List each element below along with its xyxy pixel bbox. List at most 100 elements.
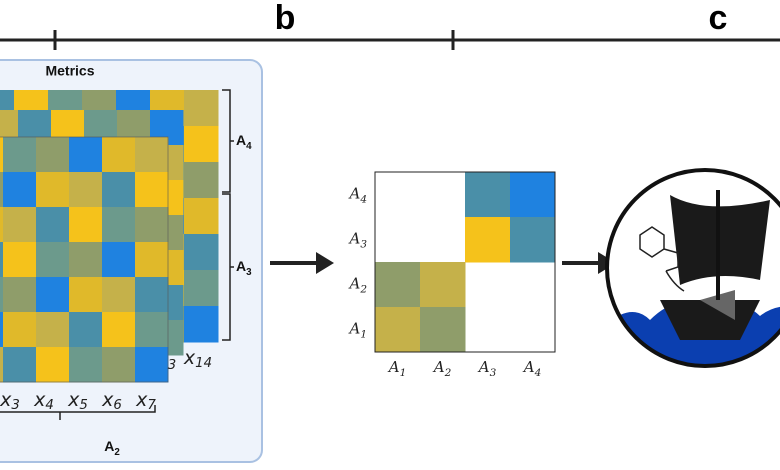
- heatmap-cell: [184, 126, 219, 163]
- heatmap-cell: [184, 162, 219, 199]
- label-subscript: 1: [360, 329, 367, 341]
- label-letter: A: [522, 358, 535, 376]
- heatmap-cell: [36, 137, 70, 173]
- label-subscript: 1: [400, 367, 407, 379]
- heatmap-cell: [3, 312, 37, 348]
- heatmap-cell: [102, 172, 136, 208]
- heatmap-cell: [69, 312, 103, 348]
- label-letter: A: [477, 358, 490, 376]
- heatmap-cell: [102, 312, 136, 348]
- label-subscript: 4: [45, 398, 53, 413]
- label-subscript: 2: [444, 367, 452, 379]
- heatmap-cell: [69, 137, 103, 173]
- label-letter: A: [347, 320, 360, 338]
- panel-label: b: [275, 0, 296, 37]
- label-letter: A: [347, 230, 360, 248]
- label-subscript: 2: [114, 447, 120, 458]
- label-subscript: 4: [359, 194, 367, 206]
- label-letter: A: [236, 258, 246, 274]
- heatmap-cell: [3, 207, 37, 243]
- label-letter: x: [0, 389, 12, 411]
- heatmap-cell: [0, 242, 4, 278]
- label: A4: [347, 185, 367, 206]
- matrix-cell: [375, 262, 421, 308]
- label-subscript: 3: [168, 358, 176, 373]
- label: A3: [236, 258, 252, 278]
- label-subscript: 6: [113, 398, 121, 413]
- heatmap-cell: [184, 270, 219, 307]
- label-letter: x: [183, 347, 196, 369]
- label-subscript: 2: [359, 284, 367, 296]
- matrix-border: [374, 171, 556, 353]
- label-subscript: 3: [246, 267, 252, 278]
- label-letter: A: [432, 358, 445, 376]
- label: x4: [33, 389, 54, 414]
- heatmap-cell: [102, 347, 136, 383]
- label: A4: [522, 358, 542, 379]
- bracket: [222, 193, 234, 341]
- label-subscript: 4: [246, 141, 252, 152]
- label-letter: A: [104, 438, 114, 454]
- label-subscript: 3: [490, 367, 497, 379]
- heatmap-cell: [69, 347, 103, 383]
- label-letter: A: [236, 132, 246, 148]
- matrix-cell: [510, 172, 556, 218]
- heatmap-cell: [135, 277, 169, 313]
- heatmap-cell: [102, 137, 136, 173]
- logo: [605, 168, 780, 368]
- label: x5: [67, 389, 88, 414]
- label-subscript: 14: [195, 356, 212, 371]
- heatmaps: [0, 90, 219, 383]
- label-letter: x: [33, 389, 46, 411]
- heatmap-cell: [184, 234, 219, 271]
- heatmap-cell: [36, 242, 70, 278]
- heatmap-cell: [0, 347, 4, 383]
- heatmap-cell: [0, 137, 4, 173]
- label: 3: [168, 358, 176, 373]
- heatmap-cell: [184, 90, 219, 127]
- heatmap-cell: [135, 242, 169, 278]
- label-letter: A: [347, 275, 360, 293]
- label: x6: [101, 389, 122, 414]
- heatmap-cell: [102, 207, 136, 243]
- heatmap-cell: [69, 242, 103, 278]
- matrix-cell: [420, 307, 466, 353]
- label-letter: A: [387, 358, 400, 376]
- heatmap-cell: [135, 312, 169, 348]
- bracket: [0, 405, 156, 420]
- heatmap-cell: [36, 347, 70, 383]
- matrix-cell: [420, 262, 466, 308]
- heatmap-cell: [3, 242, 37, 278]
- heatmap-cell: [3, 277, 37, 313]
- heatmap-cell: [135, 172, 169, 208]
- label: x14: [183, 347, 212, 372]
- label: A1: [387, 358, 407, 379]
- heatmap-cell: [69, 207, 103, 243]
- bracket: [222, 89, 234, 193]
- matrix-cell: [375, 307, 421, 353]
- label: A1: [347, 320, 367, 341]
- matrix-cell: [465, 217, 511, 263]
- label-subscript: 4: [534, 367, 542, 379]
- label: A4: [236, 132, 252, 152]
- label: A3: [347, 230, 367, 251]
- label-letter: x: [101, 389, 114, 411]
- heatmap-cell: [135, 137, 169, 173]
- label-letter: x: [135, 389, 148, 411]
- heatmap-cell: [135, 347, 169, 383]
- heatmap-cell: [0, 110, 19, 146]
- heatmap-cell: [3, 347, 37, 383]
- heatmap-cell: [3, 137, 37, 173]
- heatmap-cell: [36, 312, 70, 348]
- heatmap-cell: [0, 172, 4, 208]
- heatmap-border: [0, 136, 169, 383]
- heatmap-cell: [102, 242, 136, 278]
- label-subscript: 7: [147, 398, 156, 413]
- heatmap-cell: [36, 277, 70, 313]
- heatmap-cell: [69, 277, 103, 313]
- heatmap-cell: [184, 198, 219, 235]
- heatmap-cell: [184, 306, 219, 343]
- label: A2: [347, 275, 367, 296]
- metrics-title: Metrics: [45, 63, 94, 79]
